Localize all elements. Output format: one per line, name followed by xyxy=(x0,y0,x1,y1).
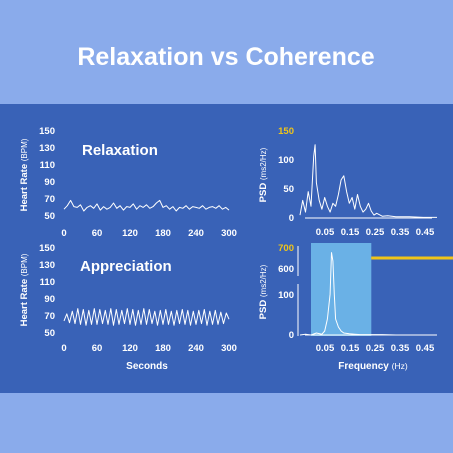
hr-appreciation-ylabel-unit: (BPM) xyxy=(20,253,29,276)
psd-relaxation-xtick-025: 0.25 xyxy=(366,227,385,238)
hr-relaxation-ytick-130: 130 xyxy=(39,143,55,154)
hr-appreciation-ylabel-text: Heart Rate xyxy=(19,279,30,327)
hr-relaxation-ylabel-text: Heart Rate xyxy=(19,164,30,212)
page-title: Relaxation vs Coherence xyxy=(77,43,374,71)
hr-relaxation-ytick-110: 110 xyxy=(40,160,55,171)
psd-relaxation-xtick-045: 0.45 xyxy=(416,227,435,238)
psd-appreciation-xtick-045: 0.45 xyxy=(416,343,435,354)
hr-relaxation-xtick-180: 180 xyxy=(155,228,171,239)
hr-appreciation-xtick-60: 60 xyxy=(92,343,103,354)
hr-appreciation-ytick-90: 90 xyxy=(44,294,55,305)
psd-appreciation-xtick-025: 0.25 xyxy=(366,343,385,354)
hr-relaxation-xtick-120: 120 xyxy=(122,228,138,239)
psd-relaxation-ylabel: PSD (ms2/Hz) xyxy=(258,147,269,202)
hr-appreciation-ytick-110: 110 xyxy=(40,277,55,288)
hr-relaxation-annotation: Relaxation xyxy=(82,142,158,159)
psd-appreciation-ylabel-unit: (ms2/Hz) xyxy=(259,264,268,297)
hr-appreciation-ytick-50: 50 xyxy=(44,328,55,339)
psd-relaxation-ytick-50: 50 xyxy=(283,184,294,195)
hr-relaxation-chart: Heart Rate (BPM) 150 130 110 90 70 50 Re… xyxy=(19,126,237,239)
banner-bottom xyxy=(0,393,453,453)
psd-appreciation-xlabel-unit: (Hz) xyxy=(392,361,408,371)
psd-appreciation-xtick-035: 0.35 xyxy=(391,343,410,354)
hr-relaxation-xtick-300: 300 xyxy=(221,228,237,239)
psd-appreciation-ytick-600: 600 xyxy=(278,264,294,275)
hr-relaxation-xtick-0: 0 xyxy=(61,228,66,239)
hr-appreciation-ylabel: Heart Rate (BPM) xyxy=(19,253,30,326)
psd-relaxation-ytick-0: 0 xyxy=(289,213,294,224)
psd-relaxation-ytick-100: 100 xyxy=(278,155,294,166)
hr-appreciation-xtick-0: 0 xyxy=(61,343,66,354)
hr-appreciation-ytick-150: 150 xyxy=(39,243,55,254)
hr-appreciation-xtick-120: 120 xyxy=(122,343,138,354)
hr-relaxation-ytick-150: 150 xyxy=(39,126,55,137)
hr-relaxation-xtick-60: 60 xyxy=(92,228,103,239)
psd-relaxation-ylabel-text: PSD xyxy=(258,183,269,203)
hr-appreciation-chart: Heart Rate (BPM) 150 130 110 90 70 50 Ap… xyxy=(19,243,237,372)
psd-relaxation-xtick-005: 0.05 xyxy=(316,227,335,238)
psd-appreciation-ytick-100: 100 xyxy=(278,290,294,301)
psd-appreciation-xtick-015: 0.15 xyxy=(341,343,360,354)
hr-relaxation-ylabel: Heart Rate (BPM) xyxy=(19,138,30,211)
psd-relaxation-trace xyxy=(299,144,437,218)
hr-appreciation-ytick-70: 70 xyxy=(44,311,55,322)
psd-appreciation-ylabel: PSD (ms2/Hz) xyxy=(258,264,269,319)
hr-appreciation-ytick-130: 130 xyxy=(39,260,55,271)
psd-appreciation-trace xyxy=(299,252,437,336)
hr-relaxation-ylabel-unit: (BPM) xyxy=(20,138,29,161)
banner-top xyxy=(0,0,453,104)
hr-appreciation-xtick-240: 240 xyxy=(188,343,204,354)
psd-appreciation-xlabel: Frequency (Hz) xyxy=(338,361,408,372)
psd-appreciation-ylabel-text: PSD xyxy=(258,300,269,320)
hr-appreciation-trace xyxy=(63,308,230,326)
coherence-highlight-box xyxy=(311,243,372,336)
psd-relaxation-xtick-035: 0.35 xyxy=(391,227,410,238)
chart-panel xyxy=(0,104,453,393)
hr-relaxation-ytick-70: 70 xyxy=(44,194,55,205)
hr-appreciation-xtick-180: 180 xyxy=(155,343,171,354)
psd-relaxation-ylabel-unit: (ms2/Hz) xyxy=(259,147,268,180)
hr-relaxation-ytick-50: 50 xyxy=(44,211,55,222)
psd-appreciation-xlabel-text: Frequency xyxy=(338,361,389,372)
hr-appreciation-xlabel: Seconds xyxy=(126,361,168,372)
psd-appreciation-ytick-0: 0 xyxy=(289,330,294,341)
hr-appreciation-xtick-300: 300 xyxy=(221,343,237,354)
hr-relaxation-ytick-90: 90 xyxy=(44,177,55,188)
hr-appreciation-annotation: Appreciation xyxy=(80,258,172,275)
hr-relaxation-trace xyxy=(63,199,230,212)
psd-relaxation-xtick-015: 0.15 xyxy=(341,227,360,238)
psd-appreciation-chart: PSD (ms2/Hz) 700 600 100 0 0.05 0.15 0.2… xyxy=(258,243,453,372)
psd-relaxation-ytick-150: 150 xyxy=(278,126,294,137)
psd-appreciation-ytick-700: 700 xyxy=(278,243,294,254)
hr-relaxation-xtick-240: 240 xyxy=(188,228,204,239)
psd-relaxation-chart: PSD (ms2/Hz) 150 100 50 0 0.05 0.15 0.25… xyxy=(258,126,437,238)
psd-appreciation-xtick-005: 0.05 xyxy=(316,343,335,354)
